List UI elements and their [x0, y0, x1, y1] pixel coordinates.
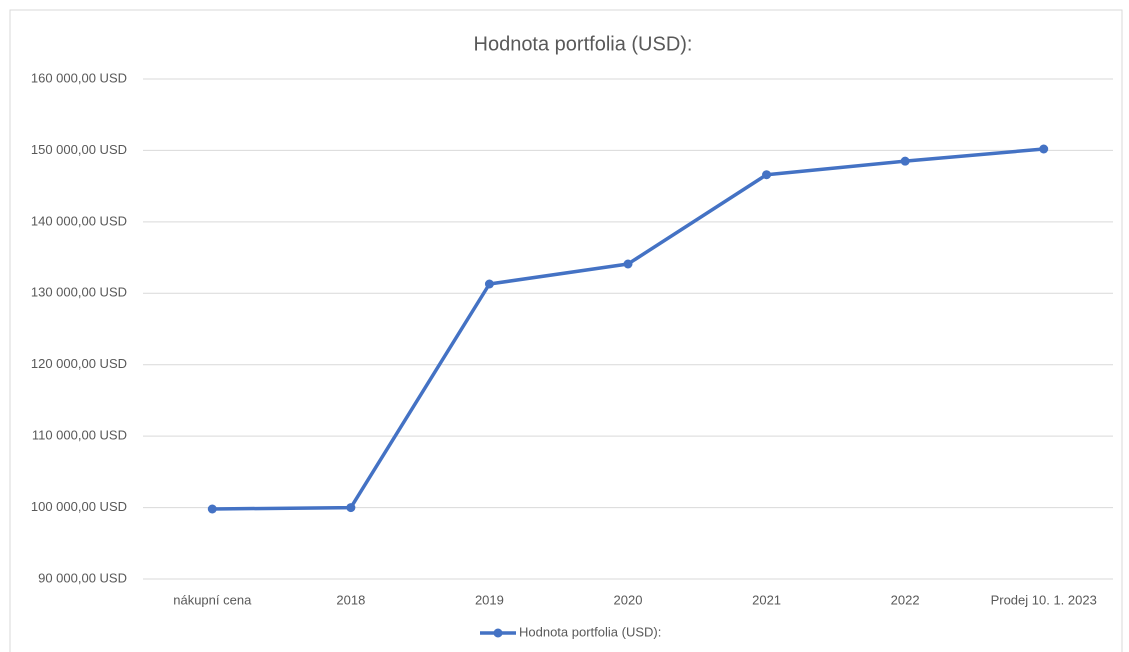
y-tick-label: 130 000,00 USD — [31, 285, 127, 300]
x-tick-label: 2019 — [475, 592, 504, 607]
data-point — [900, 156, 910, 166]
x-tick-label: 2018 — [336, 592, 365, 607]
y-tick-label: 150 000,00 USD — [31, 142, 127, 157]
legend-label: Hodnota portfolia (USD): — [519, 624, 661, 639]
y-tick-label: 110 000,00 USD — [32, 428, 127, 443]
chart-frame — [9, 9, 1123, 652]
data-point — [762, 170, 772, 180]
data-point — [1039, 144, 1049, 154]
x-tick-label: 2021 — [752, 592, 781, 607]
chart-title: Hodnota portfolia (USD): — [474, 33, 693, 55]
data-point — [623, 259, 633, 269]
x-tick-label: Prodej 10. 1. 2023 — [991, 592, 1097, 607]
x-tick-label: nákupní cena — [173, 592, 252, 607]
data-point — [484, 279, 494, 289]
y-tick-label: 140 000,00 USD — [31, 213, 127, 228]
y-tick-label: 160 000,00 USD — [31, 70, 127, 85]
legend-marker — [493, 628, 503, 638]
y-tick-label: 100 000,00 USD — [31, 499, 127, 514]
x-tick-label: 2020 — [614, 592, 643, 607]
x-tick-label: 2022 — [891, 592, 920, 607]
data-point — [207, 504, 217, 514]
y-tick-label: 90 000,00 USD — [38, 570, 127, 585]
y-tick-label: 120 000,00 USD — [31, 356, 127, 371]
data-point — [346, 503, 356, 513]
